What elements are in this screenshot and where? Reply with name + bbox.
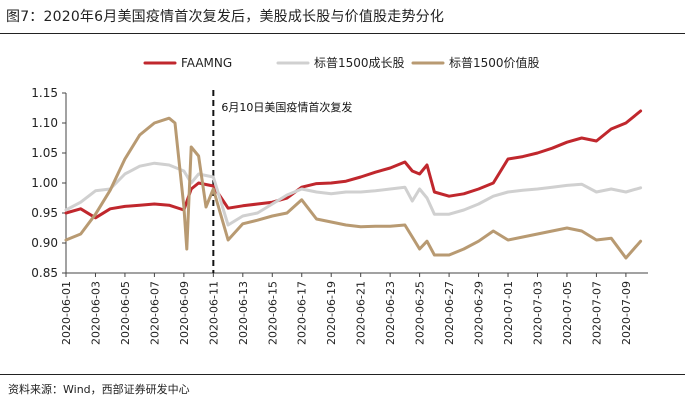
x-tick-label: 2020-06-07 (148, 281, 161, 345)
x-tick-label: 2020-06-27 (443, 281, 456, 345)
x-tick-label: 2020-06-15 (266, 281, 279, 345)
x-tick-label: 2020-06-25 (414, 281, 427, 345)
source-note: 资料来源：Wind，西部证券研发中心 (8, 383, 190, 396)
series-line-1 (64, 109, 643, 220)
x-tick-label: 2020-07-03 (531, 281, 544, 345)
x-tick-label: 2020-06-05 (119, 281, 132, 345)
x-tick-label: 2020-06-23 (384, 281, 397, 345)
x-tick-label: 2020-07-01 (502, 281, 515, 345)
title-rule (0, 33, 685, 34)
x-tick-label: 2020-07-07 (590, 281, 603, 345)
plot-area: 6月10日美国疫情首次复发 (64, 90, 643, 273)
y-tick-label: 0.95 (31, 206, 58, 220)
x-tick-label: 2020-06-01 (60, 281, 73, 345)
x-tick-label: 2020-06-09 (178, 281, 191, 345)
legend-label-1: FAAMNG (181, 56, 232, 70)
annotation-label: 6月10日美国疫情首次复发 (221, 100, 352, 114)
y-tick-label: 1.10 (31, 116, 58, 130)
series-line-3 (64, 116, 643, 260)
source-rule (0, 374, 685, 375)
x-tick-label: 2020-07-09 (620, 281, 633, 345)
y-tick-label: 0.85 (31, 266, 58, 280)
x-tick-label: 2020-06-13 (237, 281, 250, 345)
x-tick-label: 2020-06-11 (207, 281, 220, 345)
legend: FAAMNG 标普1500成长股 标普1500价值股 (143, 55, 540, 70)
x-tick-label: 2020-06-29 (473, 281, 486, 345)
x-tick-label: 2020-06-17 (296, 281, 309, 345)
series-line-2 (64, 161, 643, 227)
x-tick-label: 2020-06-19 (325, 281, 338, 345)
x-tick-label: 2020-07-05 (561, 281, 574, 345)
axes: 0.85 0.90 0.95 1.00 1.05 1.10 1.15 2020-06-01 20… (31, 86, 648, 345)
legend-label-2: 标普1500成长股 (314, 56, 405, 70)
y-tick-label: 1.15 (31, 86, 58, 100)
y-tick-label: 0.90 (31, 236, 58, 250)
y-tick-label: 1.05 (31, 146, 58, 160)
legend-label-3: 标普1500价值股 (449, 55, 540, 70)
x-tick-label: 2020-06-03 (89, 281, 102, 345)
y-tick-label: 1.00 (31, 176, 58, 190)
figure-title: 图7：2020年6月美国疫情首次复发后，美股成长股与价值股走势分化 (6, 9, 445, 25)
x-tick-label: 2020-06-21 (355, 281, 368, 345)
